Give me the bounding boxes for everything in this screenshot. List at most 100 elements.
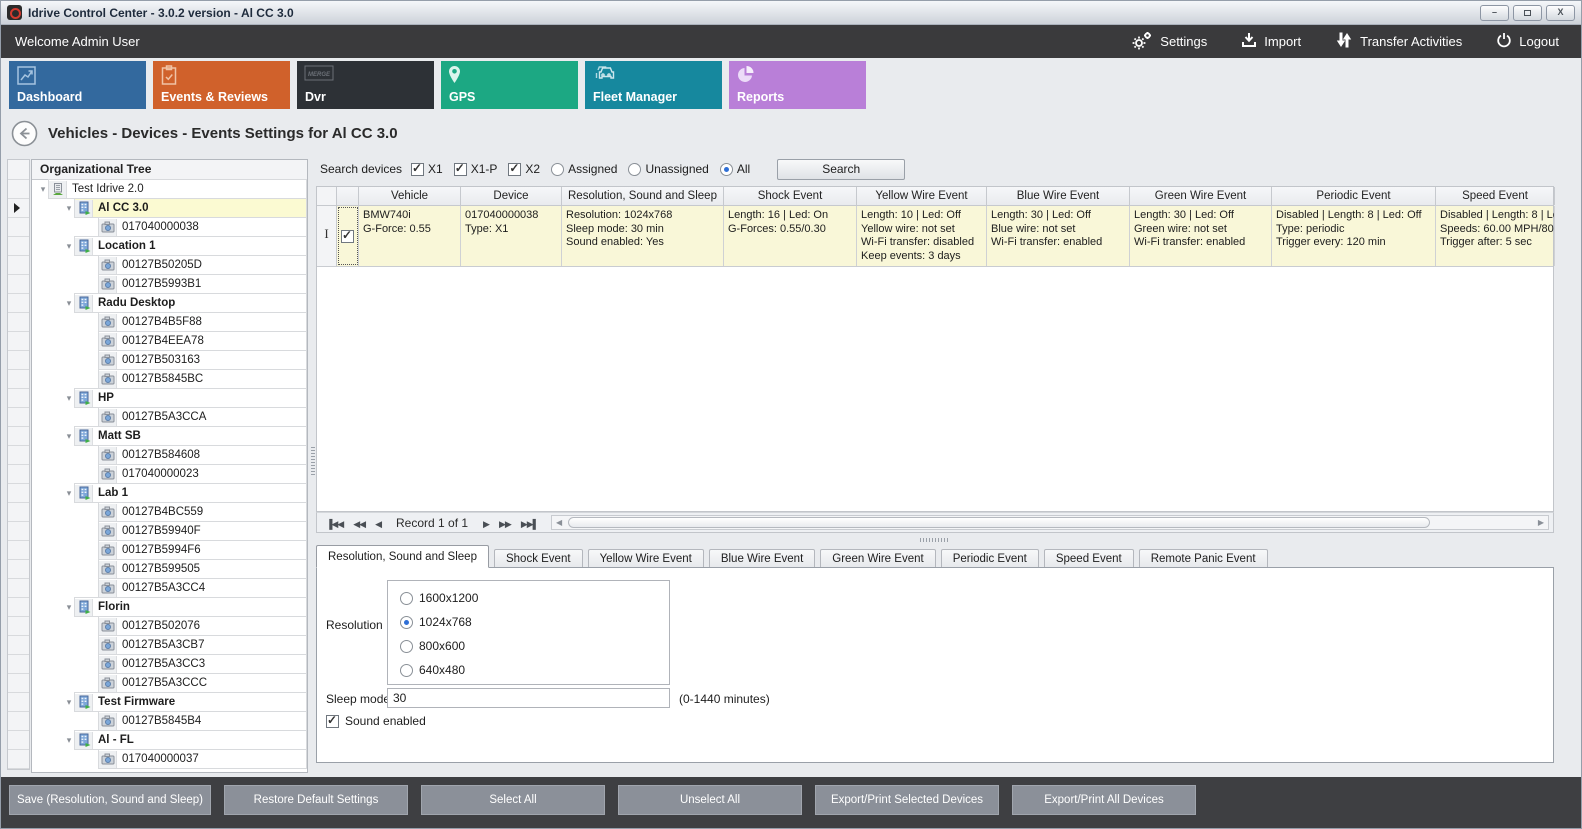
tree-node-cell[interactable]: Location 1: [74, 236, 307, 256]
tree-node-device[interactable]: 00127B5845BC: [32, 369, 307, 389]
tree-node-device[interactable]: 00127B4B5F88: [32, 312, 307, 332]
expand-collapse-icon[interactable]: ▾: [66, 602, 72, 612]
scrollbar-thumb[interactable]: [568, 517, 1430, 528]
nav-action-import[interactable]: Import: [1241, 32, 1301, 51]
tree-node-group[interactable]: ▾ Location 1: [32, 236, 307, 256]
tree-node-cell[interactable]: Test Idrive 2.0: [48, 179, 307, 199]
tree-node-device[interactable]: 00127B5A3CCC: [32, 673, 307, 693]
tree-node-cell[interactable]: 00127B5A3CC3: [98, 654, 307, 674]
tree-node-cell[interactable]: 00127B4BC559: [98, 502, 307, 522]
column-header-resolution-sound-and-sleep[interactable]: Resolution, Sound and Sleep: [562, 187, 724, 205]
checkbox-x1[interactable]: [411, 161, 425, 176]
tree-node-device[interactable]: 00127B584608: [32, 445, 307, 465]
tree-node-device[interactable]: 00127B5845B4: [32, 711, 307, 731]
horizontal-splitter[interactable]: [316, 534, 1554, 544]
tab-shock-event[interactable]: Shock Event: [493, 549, 583, 568]
column-header-vehicle[interactable]: Vehicle: [359, 187, 461, 205]
tree-node-device[interactable]: 00127B5994F6: [32, 540, 307, 560]
column-header-yellow-wire-event[interactable]: Yellow Wire Event: [857, 187, 987, 205]
tree-node-cell[interactable]: 00127B59940F: [98, 521, 307, 541]
column-header-device[interactable]: Device: [461, 187, 562, 205]
footer-button-select-all[interactable]: Select All: [421, 785, 605, 815]
vertical-splitter[interactable]: [310, 159, 316, 773]
tree-node-cell[interactable]: Florin: [74, 597, 307, 617]
tree-node-device[interactable]: 00127B502076: [32, 616, 307, 636]
radio-all[interactable]: [719, 162, 733, 176]
footer-button-export-print-all-devices[interactable]: Export/Print All Devices: [1012, 785, 1196, 815]
expand-collapse-icon[interactable]: ▾: [66, 298, 72, 308]
search-button[interactable]: Search: [777, 158, 906, 180]
column-header-periodic-event[interactable]: Periodic Event: [1272, 187, 1436, 205]
nav-action-transfer-activities[interactable]: Transfer Activities: [1335, 31, 1462, 52]
tree-node-cell[interactable]: 00127B5A3CCA: [98, 407, 307, 427]
minimize-button[interactable]: –: [1480, 4, 1509, 21]
expand-collapse-icon[interactable]: ▾: [40, 184, 46, 194]
column-header-speed-event[interactable]: Speed Event: [1436, 187, 1555, 205]
expand-collapse-icon[interactable]: ▾: [66, 241, 72, 251]
tree-node-cell[interactable]: 00127B4EEA78: [98, 331, 307, 351]
tree-node-group[interactable]: ▾ Lab 1: [32, 483, 307, 503]
tree-node-device[interactable]: 00127B5993B1: [32, 274, 307, 294]
tree-node-device[interactable]: 00127B5A3CC3: [32, 654, 307, 674]
footer-button-restore-default-settings[interactable]: Restore Default Settings: [224, 785, 408, 815]
record-nav-prior-button[interactable]: ◀: [375, 518, 382, 529]
tree-node-device[interactable]: 017040000038: [32, 217, 307, 237]
record-nav-next-page-button[interactable]: ▶▶: [498, 518, 512, 529]
row-select-checkbox[interactable]: [341, 228, 354, 243]
tree-node-device[interactable]: 00127B5A3CC4: [32, 578, 307, 598]
tree-node-device[interactable]: 00127B5A3CB7: [32, 635, 307, 655]
tile-events-reviews[interactable]: Events & Reviews: [153, 61, 290, 109]
tree-node-device[interactable]: 00127B4BC559: [32, 502, 307, 522]
expand-collapse-icon[interactable]: ▾: [66, 697, 72, 707]
tree-node-group[interactable]: ▾ Test Firmware: [32, 692, 307, 712]
resolution-radio-1600x1200[interactable]: [400, 591, 413, 605]
tree-node-org-root[interactable]: ▾ Test Idrive 2.0: [32, 179, 307, 199]
tree-node-cell[interactable]: 017040000023: [98, 464, 307, 484]
maximize-button[interactable]: [1513, 4, 1542, 21]
record-nav-next-button[interactable]: ▶: [483, 518, 490, 529]
tree-node-cell[interactable]: 00127B584608: [98, 445, 307, 465]
tree-node-group[interactable]: ▾ Al CC 3.0: [32, 198, 307, 218]
tree-node-cell[interactable]: Al - FL: [74, 730, 307, 750]
tree-node-device[interactable]: 00127B50205D: [32, 255, 307, 275]
tree-node-group[interactable]: ▾ HP: [32, 388, 307, 408]
tab-yellow-wire-event[interactable]: Yellow Wire Event: [587, 549, 704, 568]
sleep-mode-input[interactable]: [387, 688, 670, 708]
resolution-radio-800x600[interactable]: [400, 639, 413, 653]
tree-node-cell[interactable]: 00127B5845B4: [98, 711, 307, 731]
tree-node-cell[interactable]: 00127B502076: [98, 616, 307, 636]
tree-node-cell[interactable]: 00127B503163: [98, 350, 307, 370]
radio-assigned[interactable]: [551, 162, 565, 176]
tree-node-cell[interactable]: 00127B5A3CB7: [98, 635, 307, 655]
resolution-radio-640x480[interactable]: [400, 663, 413, 677]
tree-node-group[interactable]: ▾ Radu Desktop: [32, 293, 307, 313]
expand-collapse-icon[interactable]: ▾: [66, 488, 72, 498]
column-header-green-wire-event[interactable]: Green Wire Event: [1130, 187, 1272, 205]
tree-node-cell[interactable]: Matt SB: [74, 426, 307, 446]
tile-dvr[interactable]: MERGE Dvr: [297, 61, 434, 109]
radio-unassigned[interactable]: [628, 162, 642, 176]
footer-button-save-resolution-sound-and-sleep-[interactable]: Save (Resolution, Sound and Sleep): [9, 785, 211, 815]
tree-node-cell[interactable]: 017040000037: [98, 749, 307, 769]
record-nav-first-button[interactable]: ▐◀◀: [326, 518, 344, 529]
tree-node-cell[interactable]: 00127B5993B1: [98, 274, 307, 294]
tree-node-cell[interactable]: 00127B4B5F88: [98, 312, 307, 332]
tree-node-device[interactable]: 00127B599505: [32, 559, 307, 579]
tree-node-group[interactable]: ▾ Al - FL: [32, 730, 307, 750]
tile-fleet-manager[interactable]: Fleet Manager: [585, 61, 722, 109]
nav-action-logout[interactable]: Logout: [1496, 32, 1559, 51]
footer-button-unselect-all[interactable]: Unselect All: [618, 785, 802, 815]
tab-resolution-sound-and-sleep[interactable]: Resolution, Sound and Sleep: [316, 545, 489, 568]
expand-collapse-icon[interactable]: ▾: [66, 735, 72, 745]
tab-blue-wire-event[interactable]: Blue Wire Event: [708, 549, 816, 568]
tree-node-cell[interactable]: 00127B5994F6: [98, 540, 307, 560]
tree-node-device[interactable]: 00127B59940F: [32, 521, 307, 541]
tab-green-wire-event[interactable]: Green Wire Event: [820, 549, 936, 568]
expand-collapse-icon[interactable]: ▾: [66, 431, 72, 441]
tree-node-device[interactable]: 00127B503163: [32, 350, 307, 370]
tree-node-cell[interactable]: 00127B50205D: [98, 255, 307, 275]
tab-periodic-event[interactable]: Periodic Event: [940, 549, 1039, 568]
tree-node-cell[interactable]: Radu Desktop: [74, 293, 307, 313]
record-nav-last-button[interactable]: ▶▶▌: [520, 518, 539, 529]
